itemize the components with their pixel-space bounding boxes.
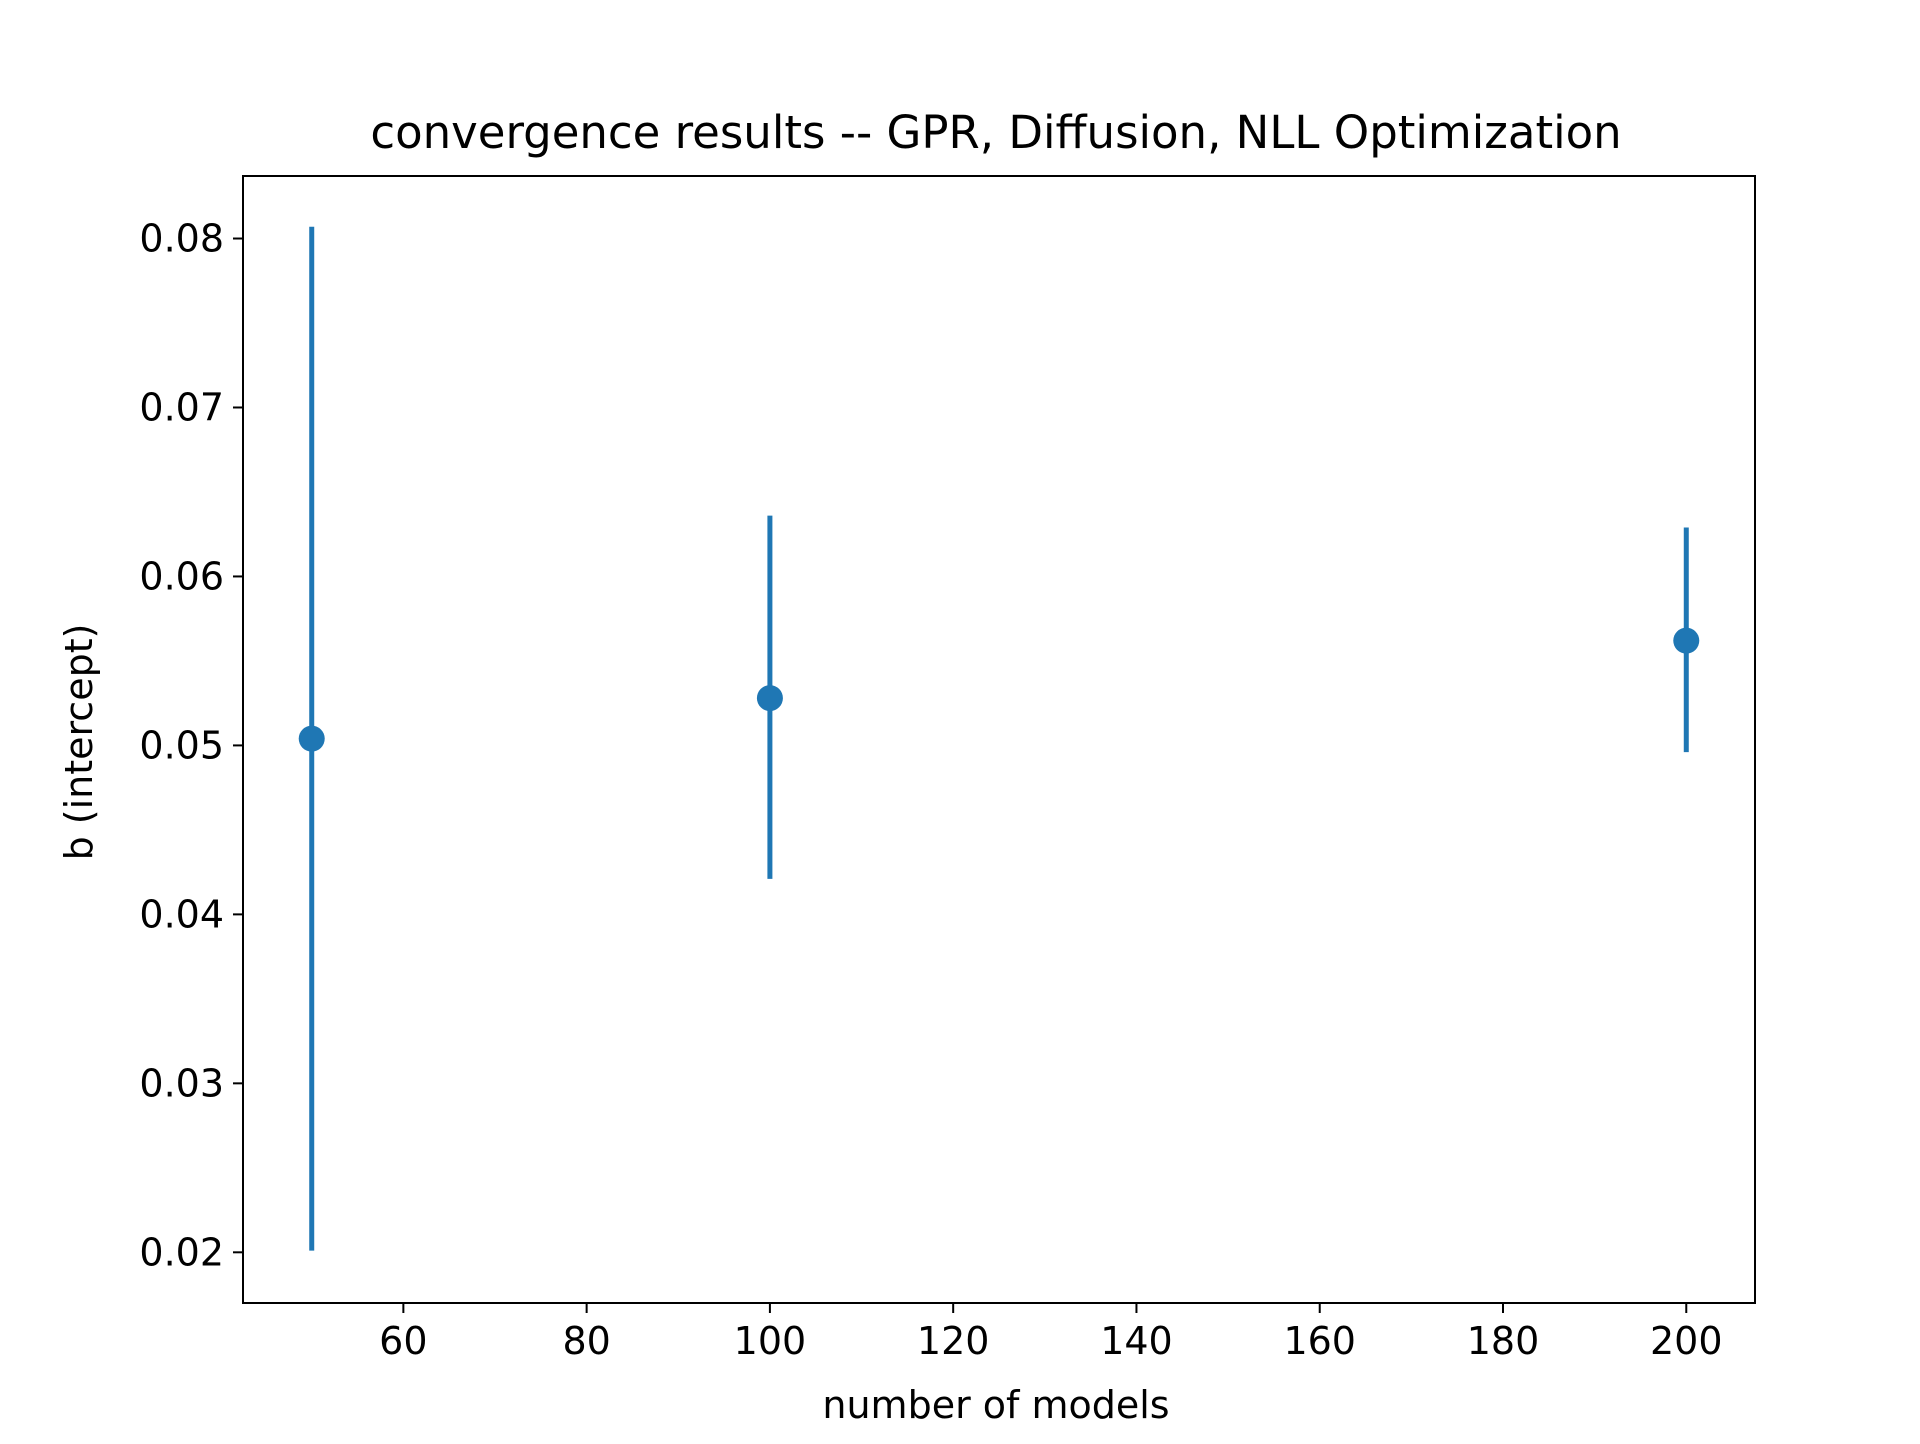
- data-point: [756, 685, 783, 712]
- x-tick-label: 160: [1283, 1319, 1356, 1363]
- y-tick-label: 0.04: [139, 892, 224, 936]
- x-tick-label: 140: [1100, 1319, 1173, 1363]
- y-tick-label: 0.05: [139, 723, 224, 767]
- y-tick-label: 0.06: [139, 554, 224, 598]
- y-tick-label: 0.02: [139, 1230, 224, 1274]
- x-axis-label: number of models: [822, 1383, 1169, 1427]
- y-axis-label: b (intercept): [57, 624, 101, 861]
- x-tick-label: 80: [562, 1319, 610, 1363]
- data-point: [298, 725, 325, 752]
- plot-area: 60 80 100 120 140 160 180 200 0.02 0.03 0.04 0.05 0.…: [139, 175, 1756, 1363]
- x-tick-label: 120: [917, 1319, 990, 1363]
- x-tick-label: 180: [1467, 1319, 1540, 1363]
- y-tick-label: 0.07: [139, 385, 224, 429]
- x-tick-label: 60: [379, 1319, 427, 1363]
- y-tick-label: 0.03: [139, 1061, 224, 1105]
- x-tick-label: 100: [734, 1319, 807, 1363]
- x-tick-label: 200: [1650, 1319, 1723, 1363]
- plot-frame: [242, 175, 1756, 1304]
- data-point: [1673, 627, 1700, 654]
- y-tick-label: 0.08: [139, 217, 224, 261]
- chart-title: convergence results -- GPR, Diffusion, N…: [370, 106, 1621, 159]
